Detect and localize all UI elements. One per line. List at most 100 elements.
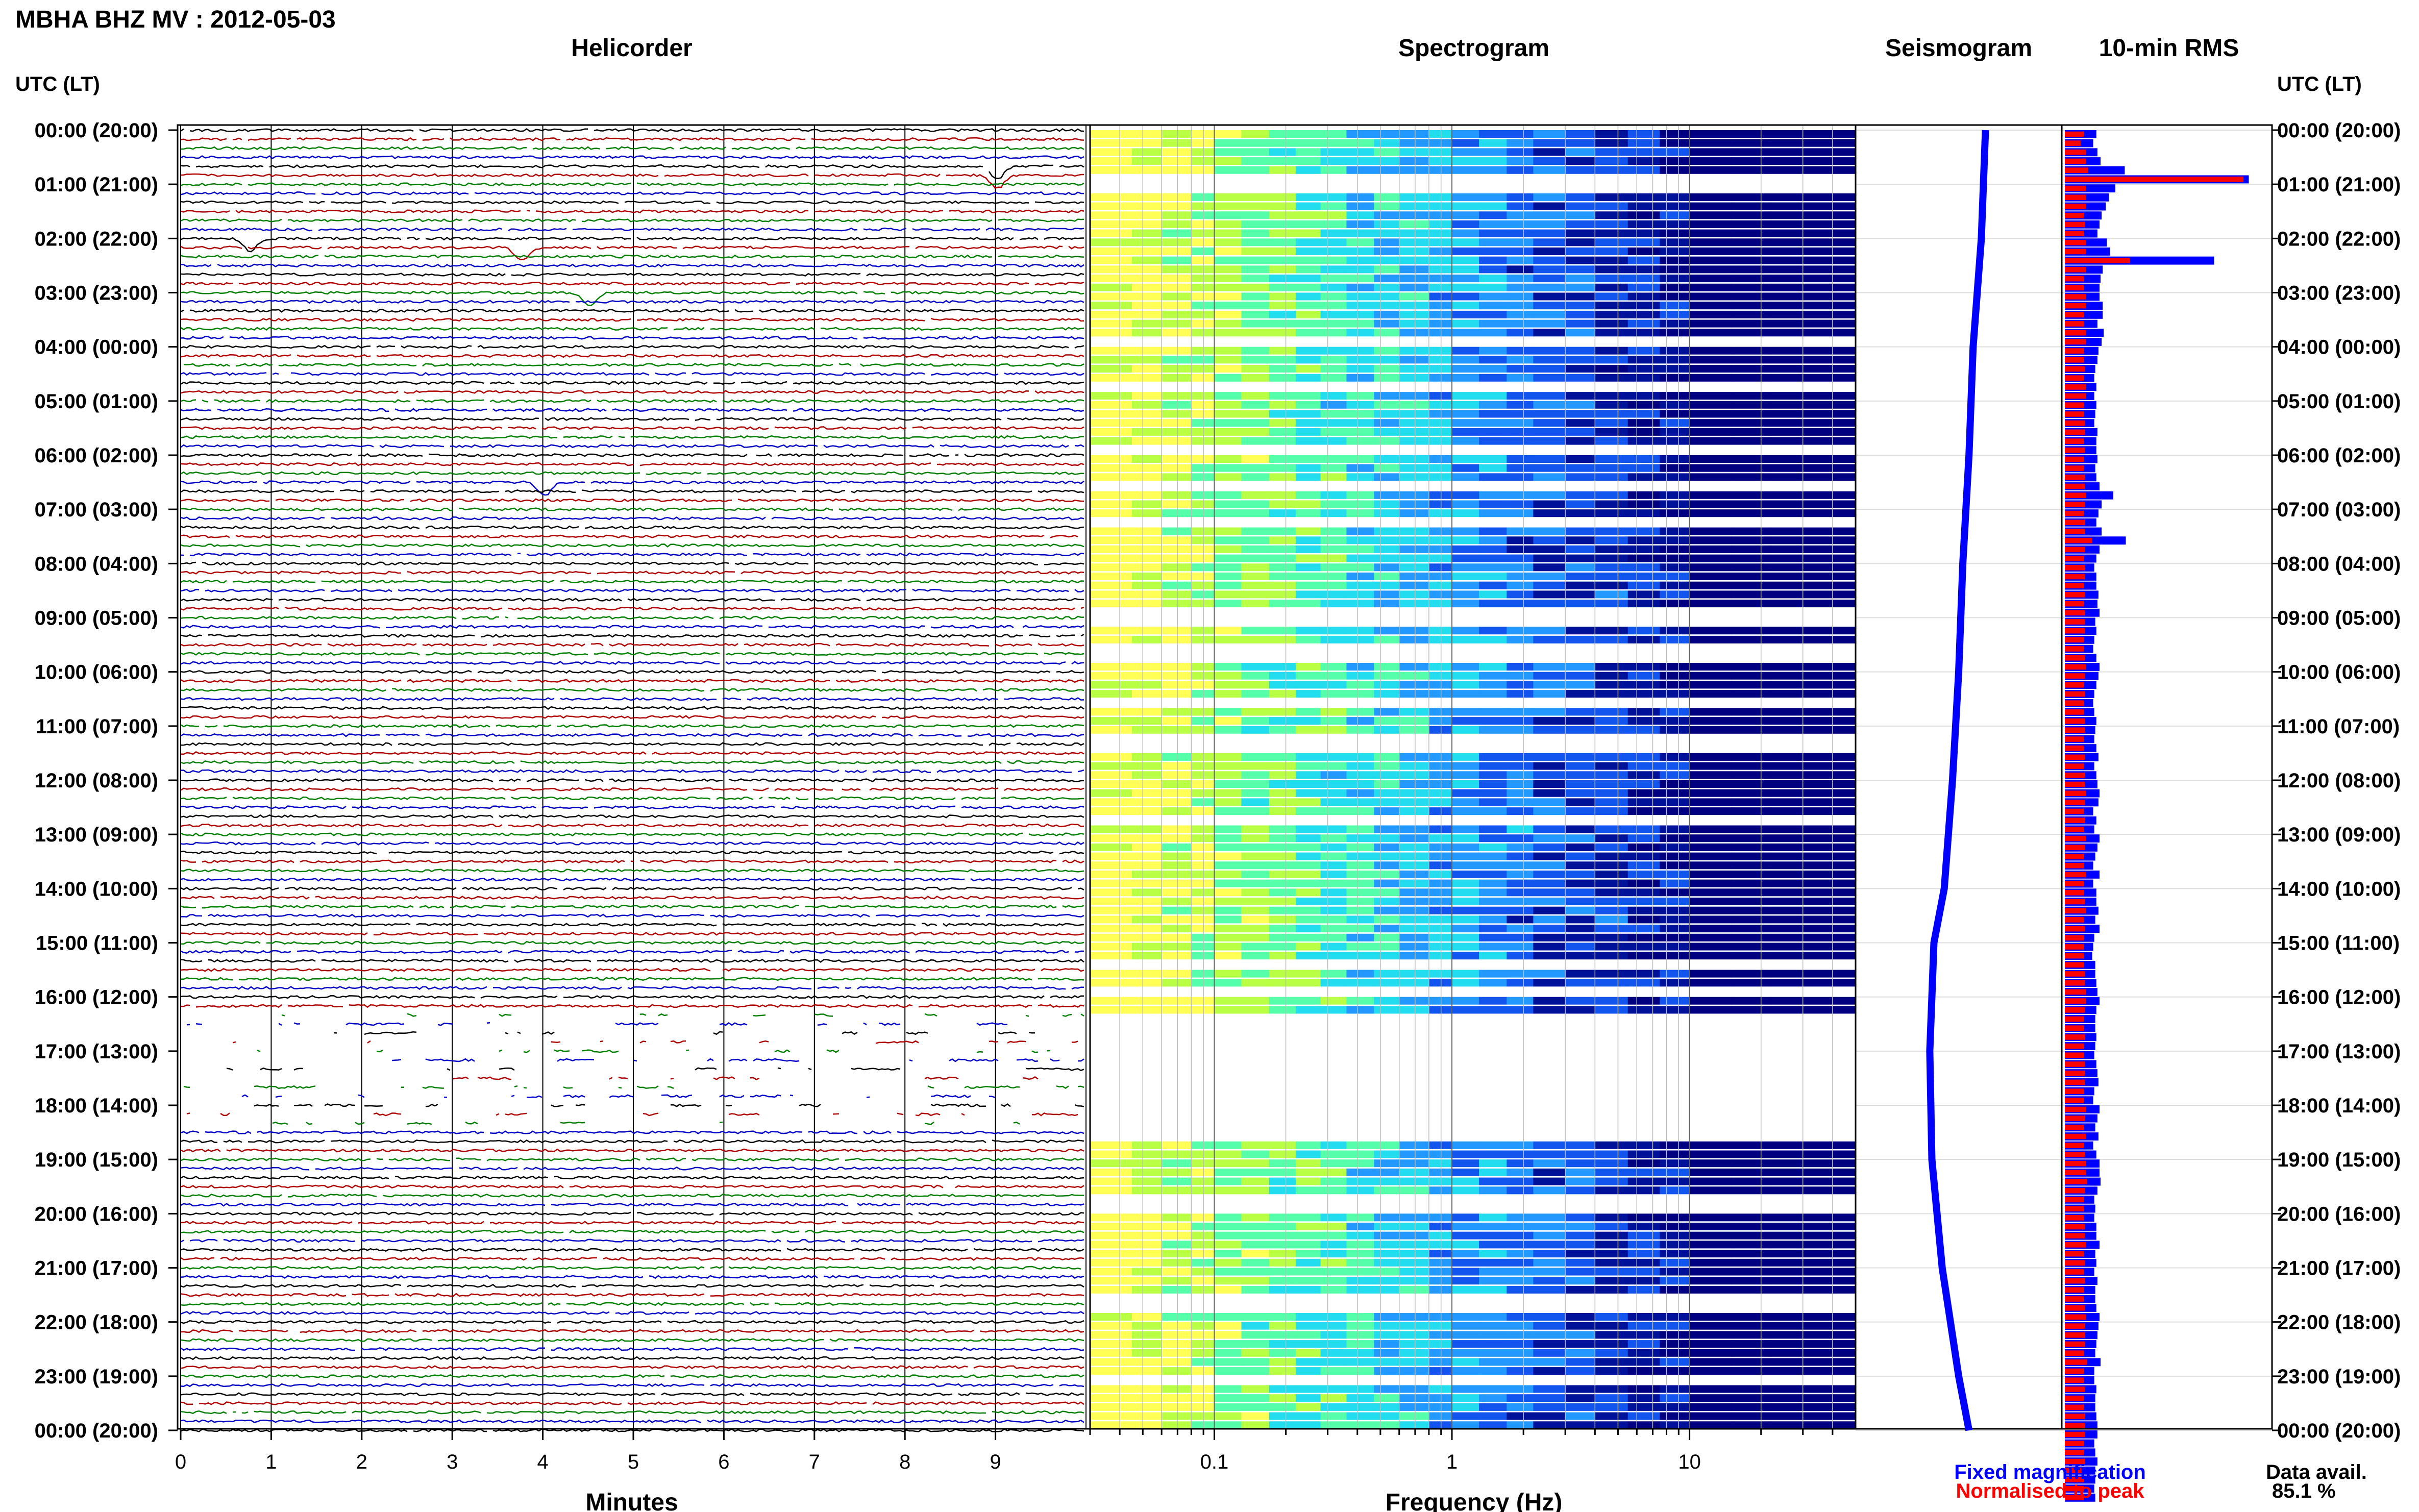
spectrogram-cell	[1689, 726, 1732, 734]
spectrogram-cell	[1533, 1159, 1566, 1168]
spectrogram-cell	[1479, 130, 1507, 138]
spectrogram-cell	[1479, 1150, 1507, 1158]
spectrogram-cell	[1533, 600, 1566, 608]
spectrogram-cell	[1320, 979, 1347, 987]
spectrogram-cell	[1771, 825, 1856, 833]
spectrogram-cell	[1132, 319, 1162, 328]
spectrogram-cell	[1660, 1412, 1690, 1420]
spectrogram-cell	[1479, 635, 1507, 643]
spectrogram-cell	[1162, 491, 1192, 499]
spectrogram-cell	[1090, 1258, 1132, 1267]
spectrogram-cell	[1689, 1231, 1732, 1240]
rms-bar-normalised	[2065, 953, 2084, 959]
helicorder-trace	[180, 1320, 1084, 1324]
spectrogram-cell	[1132, 1412, 1162, 1420]
spectrogram-cell	[1191, 1385, 1215, 1393]
spectrogram-cell	[1452, 852, 1479, 860]
spectrogram-cell	[1346, 1258, 1374, 1267]
spectrogram-cell	[1320, 590, 1347, 599]
spectrogram-cell	[1320, 374, 1347, 382]
spectrogram-cell	[1132, 888, 1162, 897]
spectrogram-cell	[1565, 1322, 1595, 1330]
spectrogram-cell	[1346, 455, 1374, 463]
utc-header-right: UTC (LT)	[2277, 73, 2362, 95]
spectrogram-cell	[1533, 681, 1566, 689]
time-label-right: 06:00 (02:00)	[2277, 444, 2401, 467]
spectrogram-cell	[1162, 1177, 1192, 1185]
rms-bar-normalised	[2065, 890, 2084, 896]
spectrogram-cell	[1132, 265, 1162, 274]
spectrogram-cell	[1320, 1186, 1347, 1195]
spectrogram-cell	[1320, 708, 1347, 716]
spectrogram-cell	[1374, 319, 1400, 328]
spectrogram-cell	[1162, 157, 1192, 165]
spectrogram-cell	[1533, 238, 1566, 246]
spectrogram-cell	[1479, 952, 1507, 960]
spectrogram-cell	[1132, 292, 1162, 301]
spectrogram-cell	[1507, 410, 1534, 418]
spectrogram-cell	[1595, 600, 1628, 608]
spectrogram-cell	[1090, 915, 1132, 924]
spectrogram-cell	[1428, 663, 1452, 671]
spectrogram-cell	[1689, 1358, 1732, 1366]
spectrogram-cell	[1595, 879, 1628, 887]
spectrogram-cell	[1399, 690, 1429, 698]
spectrogram-cell	[1507, 1421, 1534, 1429]
spectrogram-cell	[1191, 717, 1215, 725]
spectrogram-cell	[1731, 1258, 1771, 1267]
helicorder-trace	[180, 913, 1084, 918]
spectrogram-cell	[1191, 283, 1215, 291]
spectrogram-cell	[1346, 1349, 1374, 1357]
spectrogram-cell	[1479, 879, 1507, 887]
spectrogram-cell	[1452, 157, 1479, 165]
rms-bar-normalised	[2065, 1431, 2085, 1437]
spectrogram-cell	[1320, 491, 1347, 499]
spectrogram-cell	[1320, 627, 1347, 635]
spectrogram-cell	[1374, 753, 1400, 761]
spectrogram-cell	[1269, 392, 1296, 400]
spectrogram-cell	[1399, 275, 1429, 283]
spectrogram-cell	[1452, 1141, 1479, 1149]
spectrogram-cell	[1214, 130, 1242, 138]
spectrogram-cell	[1214, 1277, 1242, 1285]
spectrogram-cell	[1399, 401, 1429, 409]
spectrogram-cell	[1533, 635, 1566, 643]
spectrogram-cell	[1533, 1385, 1566, 1393]
spectrogram-cell	[1346, 491, 1374, 499]
spectrogram-cell	[1428, 1141, 1452, 1149]
spectrogram-cell	[1479, 933, 1507, 941]
spectrogram-cell	[1507, 392, 1534, 400]
spectrogram-cell	[1627, 1223, 1660, 1230]
spectrogram-cell	[1507, 798, 1534, 806]
spectrogram-cell	[1374, 627, 1400, 635]
helicorder-trace	[180, 760, 1084, 764]
spectrogram-cell	[1428, 1421, 1452, 1429]
spectrogram-cell	[1660, 229, 1690, 237]
spectrogram-cell	[1269, 1340, 1296, 1348]
spectrogram-cell	[1320, 879, 1347, 887]
spectrogram-cell	[1090, 536, 1132, 544]
spectrogram-cell	[1346, 1241, 1374, 1249]
spectrogram-cell	[1731, 374, 1771, 382]
spectrogram-cell	[1295, 148, 1321, 156]
spectrogram-cell	[1428, 1006, 1452, 1014]
spectrogram-cell	[1162, 302, 1192, 310]
spectrogram-cell	[1346, 302, 1374, 310]
helicorder-trace	[186, 1112, 1078, 1117]
spectrogram-cell	[1479, 581, 1507, 589]
spectrogram-cell	[1771, 1285, 1856, 1294]
helicorder-trace	[180, 191, 1084, 195]
spectrogram-cell	[1132, 915, 1162, 924]
spectrogram-cell	[1689, 356, 1732, 364]
rms-bar-normalised	[2065, 1016, 2084, 1022]
spectrogram-cell	[1533, 1313, 1566, 1321]
spectrogram-cell	[1090, 590, 1132, 599]
spectrogram-cell	[1090, 870, 1132, 878]
spectrogram-cell	[1346, 1006, 1374, 1014]
spectrogram-cell	[1132, 256, 1162, 264]
spectrogram-cell	[1507, 1340, 1534, 1348]
spectrogram-cell	[1241, 581, 1270, 589]
spectrogram-cell	[1533, 1258, 1566, 1267]
spectrogram-cell	[1374, 509, 1400, 517]
spectrogram-cell	[1771, 771, 1856, 779]
